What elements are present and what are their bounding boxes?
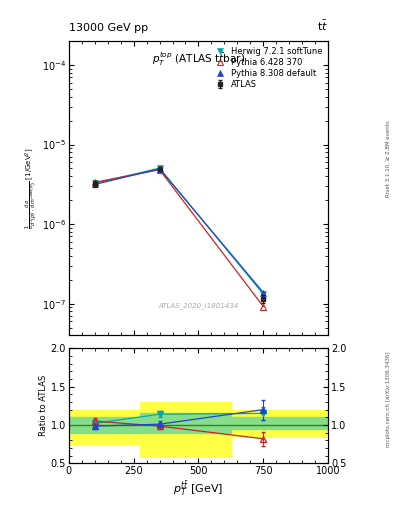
Pythia 8.308 default xyxy=(261,289,266,295)
Line: Pythia 8.308 default: Pythia 8.308 default xyxy=(91,165,267,296)
Herwig 7.2.1 softTune xyxy=(92,180,97,186)
Pythia 6.428 370 xyxy=(157,167,162,173)
Pythia 8.308 default xyxy=(157,166,162,172)
Y-axis label: Ratio to ATLAS: Ratio to ATLAS xyxy=(39,375,48,436)
Pythia 6.428 370 xyxy=(261,304,266,310)
Text: ATLAS_2020_I1801434: ATLAS_2020_I1801434 xyxy=(158,303,239,309)
Line: Pythia 6.428 370: Pythia 6.428 370 xyxy=(91,166,267,310)
Line: Herwig 7.2.1 softTune: Herwig 7.2.1 softTune xyxy=(91,165,267,297)
Herwig 7.2.1 softTune xyxy=(157,165,162,171)
Text: t$\bar{t}$: t$\bar{t}$ xyxy=(317,19,328,33)
Text: 13000 GeV pp: 13000 GeV pp xyxy=(69,23,148,33)
Text: $p_T^{top}$ (ATLAS t$\bar{t}$bar): $p_T^{top}$ (ATLAS t$\bar{t}$bar) xyxy=(152,50,245,68)
Y-axis label: $\frac{1}{\sigma}\frac{d\sigma}{d^2(p_T^2\cdot\,\mathrm{d}\,m^{-ban[p]})}\ \math: $\frac{1}{\sigma}\frac{d\sigma}{d^2(p_T^… xyxy=(24,147,40,229)
X-axis label: $p_T^{t\bar{t}}$ [GeV]: $p_T^{t\bar{t}}$ [GeV] xyxy=(173,479,224,498)
Pythia 8.308 default xyxy=(92,181,97,187)
Pythia 6.428 370 xyxy=(92,179,97,185)
Legend: Herwig 7.2.1 softTune, Pythia 6.428 370, Pythia 8.308 default, ATLAS: Herwig 7.2.1 softTune, Pythia 6.428 370,… xyxy=(211,45,324,91)
Text: mcplots.cern.ch [arXiv:1306.3436]: mcplots.cern.ch [arXiv:1306.3436] xyxy=(386,352,391,447)
Text: Rivet 3.1.10, ≥ 2.8M events: Rivet 3.1.10, ≥ 2.8M events xyxy=(386,120,391,197)
Herwig 7.2.1 softTune xyxy=(261,291,266,297)
